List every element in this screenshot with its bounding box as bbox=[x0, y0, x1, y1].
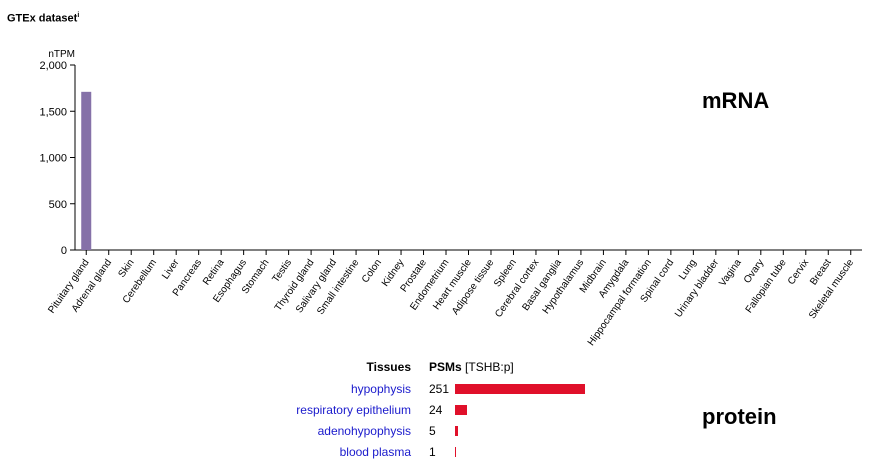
dataset-title-text: GTEx dataset bbox=[7, 12, 78, 25]
y-tick-label: 1,500 bbox=[39, 106, 67, 118]
x-tick-label: Skeletal muscle bbox=[807, 257, 856, 321]
dataset-title: GTEx dataseti bbox=[7, 12, 79, 25]
protein-table: Tissues PSMs [TSHB:p] hypophysis 251 respi… bbox=[0, 360, 888, 468]
psm-value: 24 bbox=[429, 403, 443, 417]
psm-bar bbox=[455, 447, 456, 457]
protein-row: respiratory epithelium 24 bbox=[0, 401, 888, 421]
protein-row: adenohypophysis 5 bbox=[0, 422, 888, 442]
info-icon[interactable]: i bbox=[77, 12, 80, 19]
x-tick-label: Skin bbox=[117, 257, 137, 279]
x-tick-label: Vagina bbox=[717, 257, 744, 289]
x-tick-label: Urinary bladder bbox=[673, 257, 722, 320]
tissue-link[interactable]: blood plasma bbox=[339, 445, 411, 459]
protein-row: hypophysis 251 bbox=[0, 380, 888, 400]
x-tick-label: Cervix bbox=[786, 257, 811, 287]
bar-pituitary-gland[interactable] bbox=[81, 91, 92, 250]
x-tick-label: Lung bbox=[677, 257, 699, 282]
psm-value: 251 bbox=[429, 382, 450, 396]
psms-header: PSMs [TSHB:p] bbox=[429, 360, 514, 374]
y-tick-label: 1,000 bbox=[39, 153, 67, 165]
protein-row: blood plasma 1 bbox=[0, 443, 888, 463]
tissues-header: Tissues bbox=[366, 360, 411, 374]
y-axis-label: nTPM bbox=[48, 49, 75, 60]
tissue-link[interactable]: adenohypophysis bbox=[317, 424, 411, 438]
psm-bar bbox=[455, 384, 585, 394]
psm-bar bbox=[455, 426, 458, 436]
psm-value: 5 bbox=[429, 424, 436, 438]
x-tick-label: Liver bbox=[160, 257, 182, 282]
mrna-label: mRNA bbox=[702, 88, 770, 113]
tissue-link[interactable]: respiratory epithelium bbox=[296, 403, 411, 417]
y-tick-label: 500 bbox=[49, 199, 67, 211]
gene-label: [TSHB:p] bbox=[465, 360, 514, 374]
y-tick-label: 2,000 bbox=[39, 60, 67, 72]
y-tick-label: 0 bbox=[61, 245, 67, 257]
psm-value: 1 bbox=[429, 445, 436, 459]
psm-bar bbox=[455, 405, 467, 415]
tissue-link[interactable]: hypophysis bbox=[350, 382, 411, 396]
protein-label: protein bbox=[702, 404, 777, 429]
